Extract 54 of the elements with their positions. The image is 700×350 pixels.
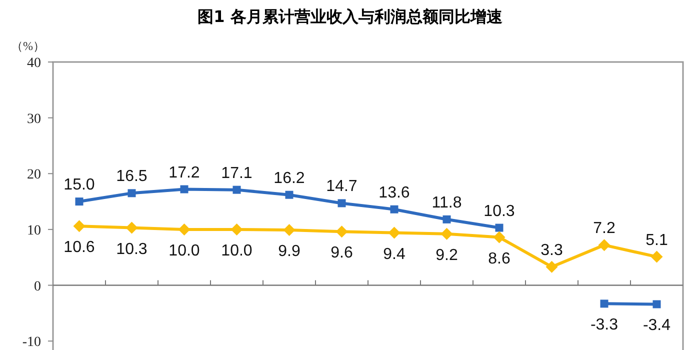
y-tick-label: 20 bbox=[27, 168, 41, 183]
point bbox=[336, 226, 348, 238]
text: 10.0 bbox=[221, 242, 252, 260]
text: 3.3 bbox=[540, 242, 563, 259]
data-label: 16.5 bbox=[116, 168, 148, 186]
point bbox=[390, 205, 398, 214]
text: 5.1 bbox=[646, 232, 668, 249]
point bbox=[338, 199, 346, 208]
point bbox=[128, 189, 136, 198]
text: 8.6 bbox=[488, 250, 510, 268]
data-label: 17.1 bbox=[221, 164, 252, 182]
y-tick-label: 0 bbox=[34, 279, 41, 294]
data-label: -3.4 bbox=[642, 317, 671, 334]
point bbox=[126, 222, 138, 234]
text: 10.6 bbox=[64, 239, 95, 256]
text: 9.6 bbox=[330, 244, 353, 262]
point bbox=[493, 231, 506, 244]
data-label: 17.2 bbox=[168, 164, 200, 182]
point bbox=[178, 223, 190, 236]
point bbox=[232, 186, 241, 194]
point bbox=[650, 250, 663, 263]
point bbox=[73, 220, 86, 232]
point bbox=[388, 226, 400, 239]
text: 7.2 bbox=[593, 220, 616, 238]
point bbox=[652, 300, 661, 308]
point bbox=[495, 224, 504, 232]
y-tick-label: 10 bbox=[27, 223, 41, 238]
data-label: -3.3 bbox=[590, 316, 618, 334]
point bbox=[440, 228, 453, 240]
text: 9.9 bbox=[278, 243, 300, 260]
point bbox=[283, 224, 296, 236]
point bbox=[180, 185, 188, 194]
data-label: 10.3 bbox=[484, 202, 515, 220]
data-label: 11.8 bbox=[432, 194, 462, 212]
point bbox=[230, 223, 243, 236]
point bbox=[598, 239, 610, 252]
point bbox=[546, 260, 558, 273]
text: 10.0 bbox=[168, 242, 200, 260]
y-tick-label: 40 bbox=[27, 56, 41, 71]
text: 10.3 bbox=[116, 240, 148, 258]
data-label: 13.6 bbox=[378, 184, 410, 202]
data-label: 16.2 bbox=[274, 170, 305, 187]
chart-title: 图1 各月累计营业收入与利润总额同比增速 bbox=[198, 7, 504, 26]
y-axis-title: （%） bbox=[11, 39, 45, 53]
point bbox=[600, 300, 608, 308]
text: 9.2 bbox=[436, 246, 458, 264]
point bbox=[285, 190, 294, 199]
y-tick-label: -10 bbox=[22, 335, 41, 350]
point bbox=[75, 198, 84, 206]
text: 9.4 bbox=[383, 246, 406, 263]
data-label: 14.7 bbox=[326, 178, 358, 196]
point bbox=[442, 215, 451, 224]
data-label: 15.0 bbox=[64, 176, 95, 194]
y-tick-label: 30 bbox=[27, 112, 41, 127]
